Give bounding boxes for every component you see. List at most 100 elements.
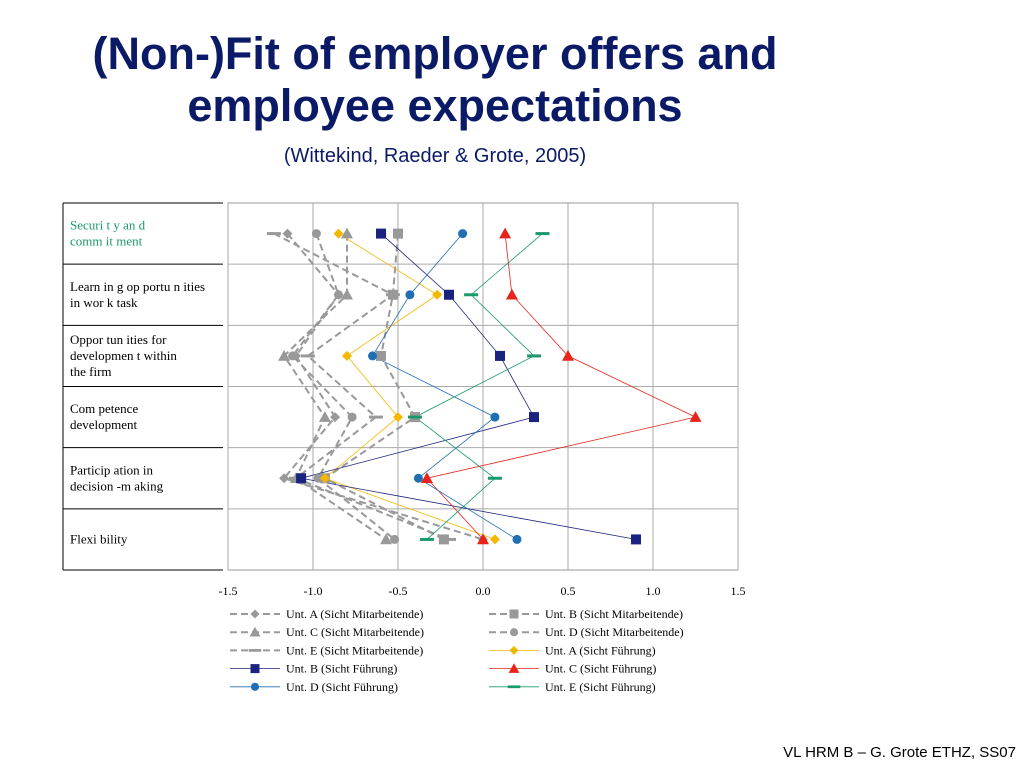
series-line-3 (282, 233, 387, 541)
series-line-5 (273, 232, 450, 541)
legend-marker (248, 649, 262, 652)
row-label: development (70, 417, 138, 432)
data-point-series-6 (489, 534, 500, 545)
row-label: Oppor tun ities for (70, 332, 167, 347)
data-point-series-9 (458, 229, 468, 239)
legend-marker (249, 626, 261, 637)
x-tick-label: -1.0 (304, 584, 323, 598)
row-label: Learn in g op portu n ities (70, 279, 205, 294)
title-line-2: employee expectations (187, 80, 683, 131)
data-point-series-2 (410, 412, 420, 423)
data-point-series-3 (278, 349, 291, 361)
data-point-series-1 (282, 228, 293, 239)
legend-label: Unt. C (Sicht Mitarbeitende) (286, 625, 424, 639)
title-line-1: (Non-)Fit of employer offers and (92, 28, 778, 79)
data-point-series-1 (279, 473, 290, 484)
legend-label: Unt. A (Sicht Mitarbeitende) (286, 607, 423, 621)
data-point-series-3 (380, 533, 393, 545)
data-point-series-2 (319, 473, 330, 484)
legend-label: Unt. D (Sicht Führung) (286, 680, 398, 694)
legend-marker (509, 609, 519, 619)
data-point-series-10 (419, 537, 434, 541)
x-tick-label: 1.5 (731, 584, 746, 598)
data-point-series-3 (318, 411, 331, 422)
legend-marker (508, 663, 520, 673)
x-tick-label: -0.5 (389, 584, 408, 598)
data-point-series-8 (477, 533, 489, 545)
series-lines (273, 232, 697, 541)
data-point-series-10 (408, 415, 422, 419)
data-point-series-7 (495, 350, 505, 361)
data-point-series-3 (290, 472, 302, 484)
slide-subtitle: (Wittekind, Raeder & Grote, 2005) (283, 145, 587, 167)
data-point-series-7 (529, 412, 539, 423)
row-label: comm it ment (70, 234, 143, 249)
row-label: Securi t y an d (70, 218, 146, 233)
series-line-6 (324, 233, 496, 540)
slide-footer: VL HRM B – G. Grote ETHZ, SS07 (783, 744, 1016, 761)
data-point-series-2 (393, 228, 403, 239)
data-point-series-2 (438, 534, 449, 545)
row-label: Particip ation in (70, 462, 154, 477)
data-point-series-6 (333, 228, 344, 239)
row-label: in wor k task (70, 295, 138, 310)
data-point-series-7 (444, 289, 454, 300)
data-point-series-2 (387, 289, 398, 300)
series-line-9 (371, 233, 518, 540)
series-line-1 (282, 232, 484, 541)
series-markers (266, 227, 702, 545)
series-line-10 (414, 233, 543, 540)
data-point-series-7 (376, 228, 386, 239)
legend-label: Unt. C (Sicht Führung) (545, 662, 656, 676)
data-point-series-6 (342, 350, 352, 361)
data-point-series-8 (499, 227, 512, 239)
legend-marker (509, 628, 519, 637)
legend-marker (250, 682, 260, 691)
data-point-series-3 (341, 227, 353, 239)
data-point-series-4 (311, 229, 321, 239)
data-point-series-4 (347, 412, 357, 422)
row-label: the firm (70, 364, 112, 379)
data-point-series-1 (330, 412, 341, 423)
x-tick-label: 0.5 (561, 584, 576, 598)
slide-title: (Non-)Fit of employer offers and employe… (20, 28, 850, 132)
grid (227, 202, 739, 571)
data-point-series-2 (376, 350, 386, 361)
data-point-series-10 (535, 232, 550, 236)
data-point-series-5 (385, 293, 400, 297)
legend-marker (509, 645, 519, 655)
data-point-series-1 (333, 289, 344, 300)
x-tick-label: 0.0 (476, 584, 491, 598)
row-label: Flexi bility (70, 531, 128, 546)
data-point-series-9 (413, 473, 423, 483)
data-point-series-4 (390, 534, 400, 544)
data-point-series-9 (368, 351, 377, 361)
data-point-series-6 (319, 473, 330, 484)
data-point-series-5 (266, 232, 281, 236)
data-point-series-8 (420, 472, 433, 484)
data-point-series-4 (288, 351, 298, 361)
data-point-series-3 (341, 288, 353, 300)
legend-marker (250, 664, 260, 674)
data-point-series-7 (296, 473, 307, 484)
data-point-series-7 (631, 534, 641, 545)
plot-frame (227, 202, 739, 571)
legend-label: Unt. E (Sicht Führung) (545, 680, 656, 694)
row-label: Com petence (70, 401, 138, 416)
data-point-series-8 (689, 411, 702, 422)
data-point-series-8 (562, 349, 574, 361)
data-point-series-10 (527, 354, 541, 358)
x-tick-label: -1.5 (219, 584, 238, 598)
data-point-series-10 (464, 293, 479, 297)
data-point-series-6 (432, 289, 443, 300)
series-line-7 (300, 233, 637, 540)
data-point-series-5 (300, 354, 315, 358)
data-point-series-1 (291, 350, 301, 361)
data-point-series-1 (478, 534, 488, 545)
row-label: decision -m aking (70, 478, 164, 493)
data-point-series-4 (334, 290, 343, 300)
data-point-series-10 (487, 476, 502, 480)
data-point-series-9 (512, 534, 522, 544)
legend: Unt. A (Sicht Mitarbeitende) Unt. B (Sich… (230, 607, 684, 694)
